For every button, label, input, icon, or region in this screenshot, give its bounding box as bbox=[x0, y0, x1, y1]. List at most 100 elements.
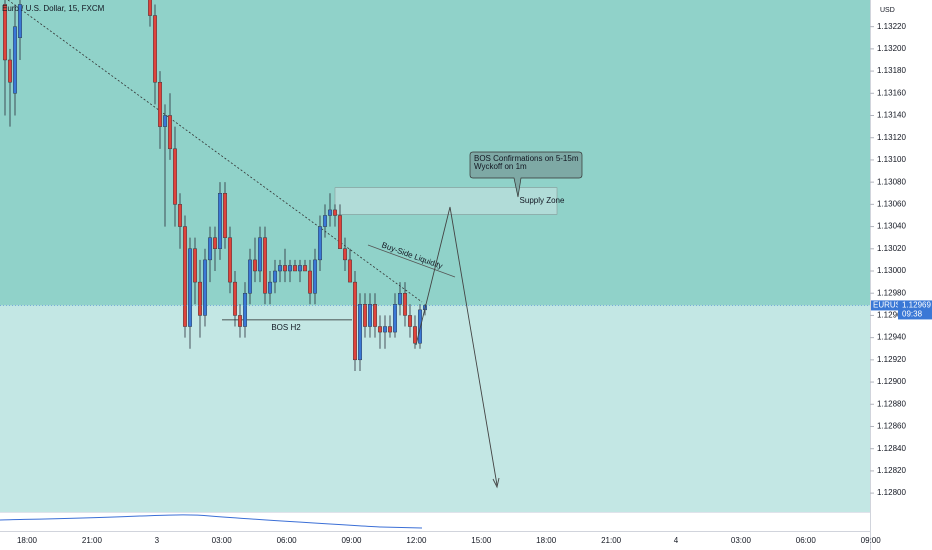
candle-body bbox=[408, 315, 413, 327]
candle-body bbox=[328, 209, 333, 216]
candle-body bbox=[333, 209, 338, 216]
y-tick-label: 1.13080 bbox=[877, 177, 906, 186]
candle-body bbox=[237, 315, 242, 327]
candle-body bbox=[162, 115, 167, 127]
candle-body bbox=[303, 265, 308, 272]
y-tick-label: 1.12960 bbox=[877, 311, 906, 320]
y-tick-label: 1.13180 bbox=[877, 66, 906, 75]
candle-body bbox=[252, 259, 257, 272]
candle-body bbox=[217, 193, 222, 249]
y-tick-label: 1.13200 bbox=[877, 44, 906, 53]
candle-body bbox=[207, 237, 212, 261]
candle-body bbox=[3, 4, 7, 61]
candle-body bbox=[368, 304, 373, 327]
y-tick-label: 1.12840 bbox=[877, 444, 906, 453]
candle-body bbox=[278, 265, 283, 272]
candle-body bbox=[202, 259, 207, 316]
callout-box bbox=[469, 151, 583, 198]
candle-body bbox=[232, 281, 237, 316]
projection-path bbox=[415, 206, 498, 486]
y-tick-label: 1.12980 bbox=[877, 288, 906, 297]
supply-zone-label: Supply Zone bbox=[520, 196, 565, 205]
candle-body bbox=[172, 148, 177, 205]
candle-body bbox=[7, 59, 12, 83]
y-tick-label: 1.13060 bbox=[877, 199, 906, 208]
x-tick-label: 03:00 bbox=[731, 536, 752, 545]
candle-body bbox=[323, 215, 328, 227]
currency-label: USD bbox=[880, 7, 895, 14]
y-tick-label: 1.12900 bbox=[877, 377, 906, 386]
indicator-line bbox=[0, 514, 423, 529]
y-tick-label: 1.13120 bbox=[877, 133, 906, 142]
background bbox=[0, 0, 870, 512]
candle-body bbox=[288, 265, 293, 272]
price-tag-bg bbox=[898, 300, 932, 320]
y-tick-label: 1.12920 bbox=[877, 355, 906, 364]
candle-body bbox=[182, 226, 187, 327]
candle-body bbox=[293, 265, 298, 272]
candle-body bbox=[353, 281, 358, 361]
candle-body bbox=[358, 304, 363, 361]
candle-body bbox=[263, 237, 268, 294]
price-tag-symbol: EURUSD bbox=[873, 301, 907, 310]
candle-body bbox=[403, 293, 408, 316]
candle-body bbox=[227, 237, 232, 283]
y-tick-label: 1.12860 bbox=[877, 422, 906, 431]
candle-body bbox=[187, 248, 192, 327]
candle-body bbox=[348, 259, 353, 283]
candle-body bbox=[192, 248, 197, 283]
y-tick-label: 1.13140 bbox=[877, 111, 906, 120]
candle-body bbox=[258, 237, 263, 272]
candle-body bbox=[268, 281, 273, 294]
x-tick-label: 12:00 bbox=[406, 536, 427, 545]
x-tick-label: 21:00 bbox=[82, 536, 103, 545]
candle-body bbox=[242, 293, 247, 327]
x-tick-label: 21:00 bbox=[601, 536, 622, 545]
candle-body bbox=[393, 304, 398, 333]
candle-body bbox=[343, 248, 348, 261]
candle-body bbox=[378, 326, 383, 333]
candle-body bbox=[373, 304, 378, 327]
x-tick-label: 06:00 bbox=[277, 536, 298, 545]
candle-body bbox=[418, 309, 423, 344]
lower-zone bbox=[0, 305, 870, 512]
x-tick-label: 03:00 bbox=[212, 536, 233, 545]
y-tick-label: 1.13220 bbox=[877, 22, 906, 31]
price-tag-symbol-bg bbox=[871, 300, 898, 311]
candle-body bbox=[12, 26, 17, 94]
trend-line bbox=[7, 0, 423, 303]
callout-text: Wyckoff on 1m bbox=[474, 162, 527, 171]
candle-body bbox=[363, 304, 368, 327]
y-tick-label: 1.13100 bbox=[877, 155, 906, 164]
candle-body bbox=[313, 259, 318, 294]
projection-arrowhead bbox=[492, 477, 500, 489]
x-tick-label: 06:00 bbox=[796, 536, 817, 545]
x-tick-label: 3 bbox=[155, 536, 160, 545]
candle-body bbox=[383, 326, 388, 333]
y-tick-label: 1.12800 bbox=[877, 488, 906, 497]
supply-zone bbox=[334, 187, 558, 215]
price-tag-price: 1.12969 bbox=[902, 301, 931, 310]
y-tick-label: 1.13000 bbox=[877, 266, 906, 275]
candle-body bbox=[413, 326, 418, 344]
candle-body bbox=[177, 204, 182, 227]
x-tick-label: 18:00 bbox=[536, 536, 557, 545]
candle-body bbox=[308, 270, 313, 294]
candle-body bbox=[283, 265, 288, 272]
candle-body bbox=[18, 4, 23, 38]
candle-body bbox=[152, 15, 157, 83]
candle-body bbox=[222, 193, 227, 238]
candle-body bbox=[298, 265, 303, 272]
candle-body bbox=[273, 270, 278, 283]
candle-body bbox=[398, 293, 403, 305]
candle-body bbox=[318, 226, 323, 261]
x-tick-label: 15:00 bbox=[471, 536, 492, 545]
liquidity-line bbox=[367, 244, 456, 278]
y-tick-label: 1.12880 bbox=[877, 399, 906, 408]
x-tick-label: 4 bbox=[674, 536, 679, 545]
bos-label: BOS H2 bbox=[271, 323, 301, 332]
x-tick-label: 18:00 bbox=[17, 536, 38, 545]
y-tick-label: 1.13160 bbox=[877, 88, 906, 97]
